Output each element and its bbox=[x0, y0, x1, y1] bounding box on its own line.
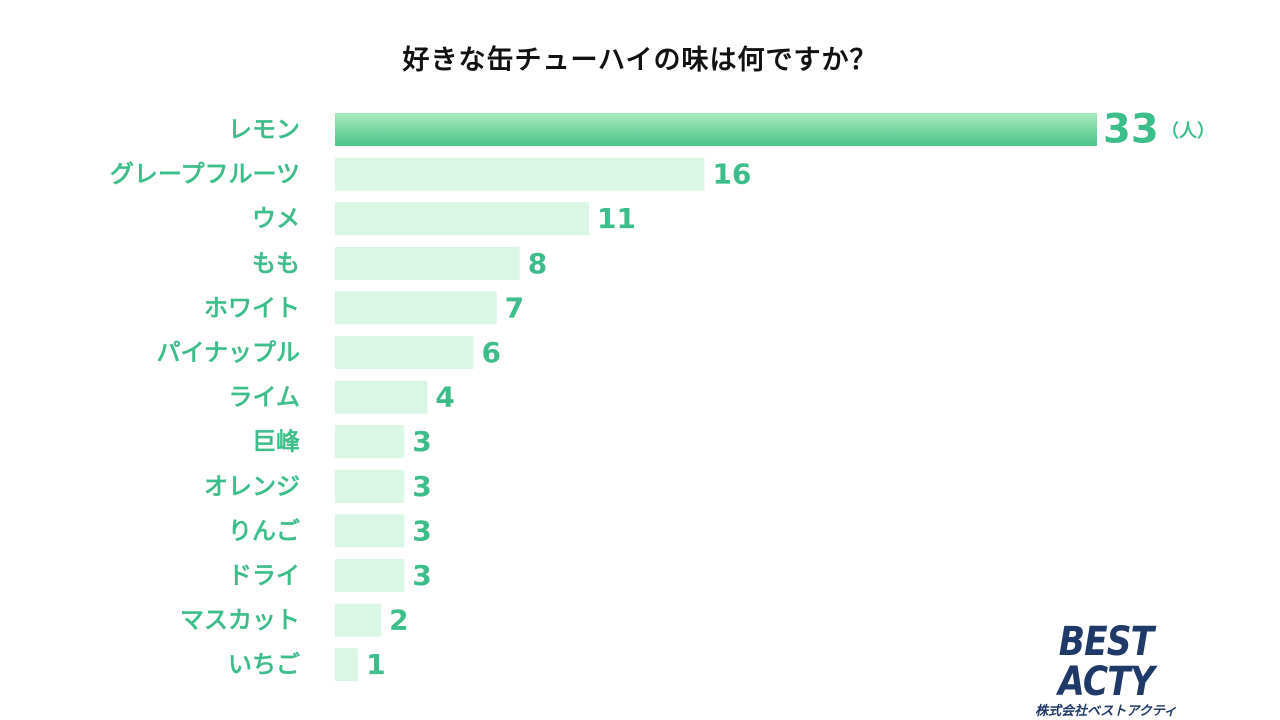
bar bbox=[335, 648, 359, 682]
bar bbox=[335, 469, 405, 503]
value-label: 33 bbox=[1103, 107, 1159, 153]
value-label: 6 bbox=[482, 336, 501, 369]
value-label: 3 bbox=[412, 425, 431, 458]
bar bbox=[335, 291, 497, 325]
category-label: もも bbox=[252, 249, 300, 277]
category-label: レモン bbox=[228, 116, 300, 144]
category-label: パイナップル bbox=[156, 339, 300, 367]
bar bbox=[335, 603, 382, 637]
value-label: 11 bbox=[597, 202, 636, 235]
category-label: いちご bbox=[228, 651, 300, 679]
bar bbox=[335, 425, 405, 459]
category-label: ライム bbox=[228, 383, 300, 411]
category-label: ドライ bbox=[228, 562, 300, 590]
logo-company-name: 株式会社ベストアクティ bbox=[1035, 704, 1177, 719]
category-label: りんご bbox=[228, 517, 300, 545]
category-label: 巨峰 bbox=[252, 428, 300, 456]
bar bbox=[335, 380, 428, 414]
category-label: マスカット bbox=[180, 606, 300, 634]
category-label: グレープフルーツ bbox=[110, 160, 300, 188]
value-label: 8 bbox=[528, 247, 547, 280]
company-logo: BEST ACTY 株式会社ベストアクティ bbox=[1008, 622, 1204, 720]
bar bbox=[335, 157, 705, 191]
logo-wordmark: BEST ACTY bbox=[1058, 619, 1155, 705]
bar bbox=[335, 336, 474, 369]
value-label: 7 bbox=[505, 291, 524, 324]
value-label: 4 bbox=[435, 381, 454, 414]
value-label: 3 bbox=[412, 559, 431, 592]
chart-title: 好きな缶チューハイの味は何ですか？ bbox=[402, 45, 878, 76]
bar bbox=[335, 246, 520, 280]
bar bbox=[335, 559, 405, 592]
unit-label: （人） bbox=[1161, 121, 1215, 142]
bar-highlight bbox=[335, 113, 1097, 146]
category-label: ウメ bbox=[252, 205, 300, 233]
value-label: 16 bbox=[712, 158, 751, 191]
category-label: ホワイト bbox=[204, 294, 300, 322]
bar bbox=[335, 514, 405, 548]
value-label: 2 bbox=[389, 604, 408, 637]
value-label: 3 bbox=[412, 514, 431, 547]
value-label: 3 bbox=[412, 470, 431, 503]
bar bbox=[335, 202, 589, 236]
value-label: 1 bbox=[366, 648, 385, 681]
category-label: オレンジ bbox=[204, 472, 300, 500]
